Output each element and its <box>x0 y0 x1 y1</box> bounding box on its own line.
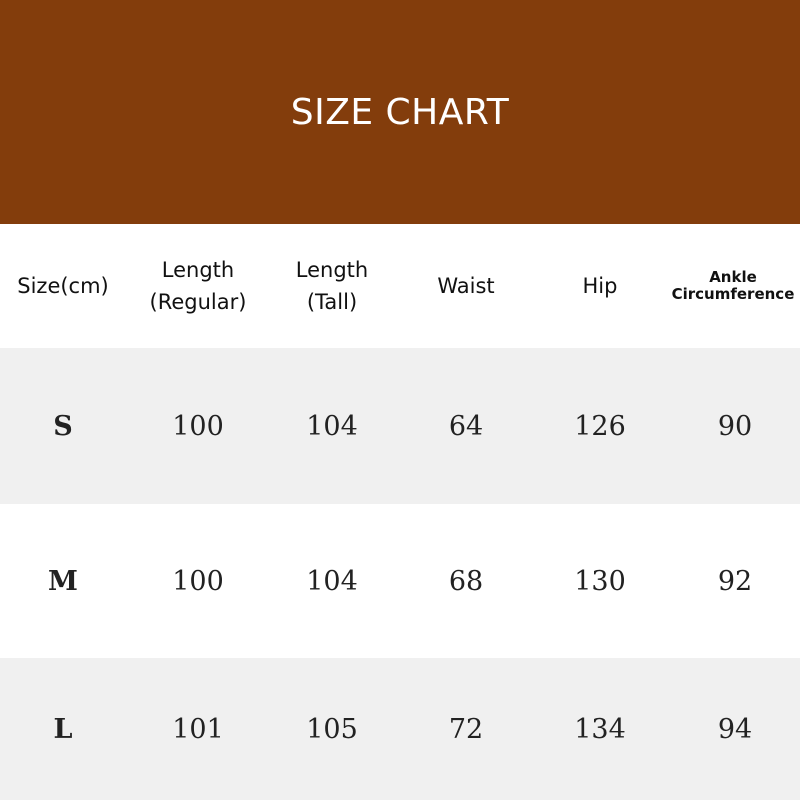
hip-cell: 134 <box>574 713 626 745</box>
length-tall-cell: 104 <box>306 410 358 442</box>
page-title: SIZE CHART <box>290 91 510 133</box>
size-cell: S <box>53 410 73 442</box>
header-waist: Waist <box>437 274 495 298</box>
header-size: Size(cm) <box>17 274 109 298</box>
waist-cell: 64 <box>448 410 484 442</box>
hip-cell: 130 <box>574 565 626 597</box>
table-row: M 100 104 68 130 92 <box>0 504 800 658</box>
length-tall-cell: 104 <box>306 565 358 597</box>
length-regular-cell: 101 <box>172 713 224 745</box>
title-banner: SIZE CHART <box>0 0 800 224</box>
table-row: S 100 104 64 126 90 <box>0 348 800 504</box>
ankle-cell: 94 <box>717 713 753 745</box>
size-cell: M <box>48 565 78 597</box>
length-regular-cell: 100 <box>172 410 224 442</box>
ankle-cell: 92 <box>717 565 753 597</box>
header-length-tall: Length (Tall) <box>295 258 369 314</box>
hip-cell: 126 <box>574 410 626 442</box>
length-regular-cell: 100 <box>172 565 224 597</box>
size-cell: L <box>53 713 73 745</box>
waist-cell: 68 <box>448 565 484 597</box>
header-row: Size(cm) Length (Regular) Length (Tall) … <box>0 224 800 348</box>
length-tall-cell: 105 <box>306 713 358 745</box>
ankle-cell: 90 <box>717 410 753 442</box>
header-hip: Hip <box>582 274 618 298</box>
waist-cell: 72 <box>448 713 484 745</box>
header-ankle-circumference: Ankle Circumference <box>671 268 795 303</box>
table-row: L 101 105 72 134 94 <box>0 658 800 800</box>
header-length-regular: Length (Regular) <box>149 258 247 314</box>
